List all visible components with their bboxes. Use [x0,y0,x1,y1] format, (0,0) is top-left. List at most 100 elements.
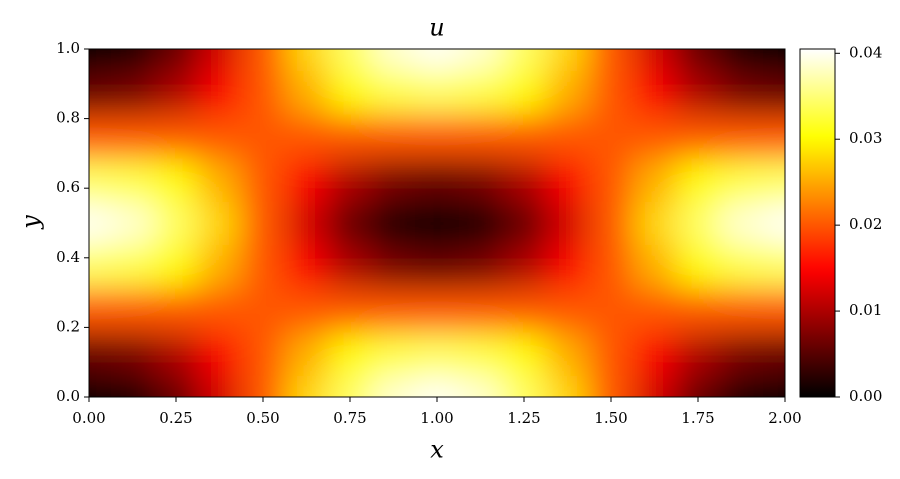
heat-cell [676,157,721,202]
heat-cell [632,331,677,376]
heat-cell [415,49,460,72]
y-tick-label: 0.6 [56,178,80,196]
heat-cell [371,70,416,115]
heat-cell [371,331,416,376]
heat-cell [415,70,460,115]
heat-cell [458,375,503,397]
heat-cell [676,244,721,289]
x-tick-label: 2.00 [768,409,801,427]
heat-cell [719,201,764,246]
heat-cell [632,201,677,246]
heat-cell [110,201,155,246]
heat-cell [763,375,785,397]
heat-cell [589,70,634,115]
heat-cell [763,49,785,72]
heat-cell [589,288,634,333]
heat-cell [676,114,721,159]
heat-cell [676,201,721,246]
heat-cell [371,201,416,246]
colorbar-tick-label: 0.00 [849,387,882,405]
heat-cell [154,49,199,72]
heat-cell [589,157,634,202]
heat-cell [371,288,416,333]
heat-cell [284,49,329,72]
heat-cell [458,157,503,202]
x-tick-label: 1.50 [594,409,627,427]
heat-cell [502,331,547,376]
heat-cell [502,288,547,333]
heat-cell [284,201,329,246]
heat-cell [284,114,329,159]
heat-cell [415,157,460,202]
heat-cell [502,70,547,115]
heat-cell [458,201,503,246]
heat-cell [502,114,547,159]
heat-cell [589,114,634,159]
heat-cell [328,70,373,115]
heat-cell [89,288,112,333]
colorbar-tick-label: 0.03 [849,129,882,147]
heat-cell [632,375,677,397]
heat-cell [719,244,764,289]
heat-cell [328,375,373,397]
heat-cell [89,49,112,72]
heat-cell [328,244,373,289]
heat-cell [415,331,460,376]
heat-cell [110,288,155,333]
heat-cell [154,70,199,115]
heat-cell [415,244,460,289]
heat-cell [89,375,112,397]
heat-cell [371,157,416,202]
heat-cell [458,331,503,376]
x-tick-label: 1.75 [681,409,714,427]
heat-cell [241,244,286,289]
heat-cell [676,375,721,397]
heat-cell [719,375,764,397]
heat-cell [241,49,286,72]
heat-cell [197,244,242,289]
heat-cell [415,375,460,397]
heat-cell [284,331,329,376]
heat-cell [110,114,155,159]
heat-cell [197,114,242,159]
heat-cell [676,70,721,115]
colorbar-tick-label: 0.04 [849,43,882,61]
heat-cell [415,114,460,159]
heat-cell [545,331,590,376]
heat-cell [458,244,503,289]
heat-cell [284,157,329,202]
heat-cell [241,331,286,376]
heat-cell [719,49,764,72]
heat-cell [458,70,503,115]
heat-cell [371,375,416,397]
heat-cell [241,114,286,159]
heat-cell [632,244,677,289]
heat-cell [197,157,242,202]
heat-cell [371,114,416,159]
chart-title: u [429,14,444,42]
heat-cell [110,244,155,289]
heat-cell [763,244,785,289]
heat-cell [371,244,416,289]
heat-cell [589,331,634,376]
colorbar-tick-label: 0.01 [849,301,882,319]
heat-cell [545,375,590,397]
heat-cell [458,49,503,72]
heat-cell [676,331,721,376]
heat-cell [241,288,286,333]
heat-cell [328,331,373,376]
heat-cell [110,70,155,115]
heat-cell [328,201,373,246]
heat-cell [154,201,199,246]
heat-cell [632,70,677,115]
heat-cell [589,49,634,72]
heat-cell [502,157,547,202]
heat-cell [197,288,242,333]
heat-cell [763,331,785,376]
heat-cell [719,70,764,115]
heat-cell [241,201,286,246]
heat-cell [763,70,785,115]
heat-cell [197,70,242,115]
